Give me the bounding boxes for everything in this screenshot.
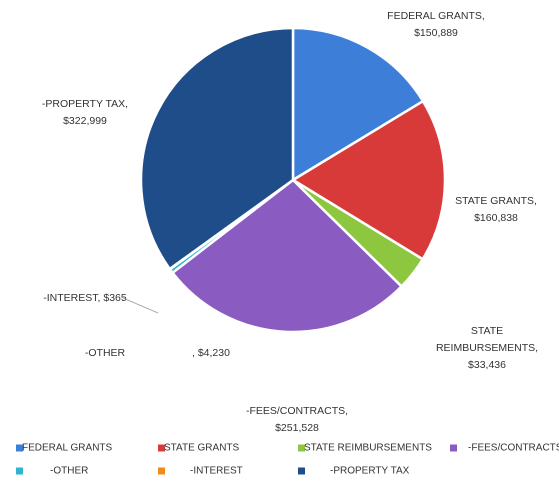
leader-line	[122, 297, 159, 314]
data-label: -INTEREST, $365	[43, 292, 127, 304]
data-label: -FEES/CONTRACTS,	[246, 405, 348, 417]
legend-swatch	[16, 467, 23, 475]
data-label: FEDERAL GRANTS,	[387, 10, 485, 22]
pie-slice	[291, 26, 425, 183]
legend-label: -INTEREST	[190, 466, 243, 477]
data-label: $251,528	[275, 422, 319, 434]
legend-swatch	[158, 467, 165, 475]
data-label: $160,838	[474, 212, 518, 224]
data-label: STATE	[471, 325, 503, 337]
legend-swatch	[450, 444, 457, 452]
legend-label: FEDERAL GRANTS	[22, 443, 113, 454]
legend-swatch	[298, 444, 305, 452]
legend-label: STATE GRANTS	[164, 443, 240, 454]
legend-swatch	[298, 467, 305, 475]
data-label: REIMBURSEMENTS,	[436, 342, 538, 354]
legend-swatch	[158, 444, 165, 452]
data-label: -OTHER	[85, 347, 126, 359]
legend-label: STATE REIMBURSEMENTS	[304, 443, 432, 454]
pie-slice	[290, 99, 447, 261]
data-label: STATE GRANTS,	[455, 195, 537, 207]
pie-slice	[170, 178, 404, 334]
data-label: $322,999	[63, 115, 107, 127]
data-label: $33,436	[468, 359, 506, 371]
legend-swatch	[16, 444, 23, 452]
legend-label: -FEES/CONTRACTS	[468, 443, 559, 454]
pie-slice	[139, 26, 295, 271]
legend-label: -PROPERTY TAX	[330, 466, 410, 477]
legend-label: -OTHER	[50, 466, 88, 477]
data-label: , $4,230	[192, 347, 230, 359]
data-label: -PROPERTY TAX,	[42, 98, 128, 110]
data-label: $150,889	[414, 27, 458, 39]
